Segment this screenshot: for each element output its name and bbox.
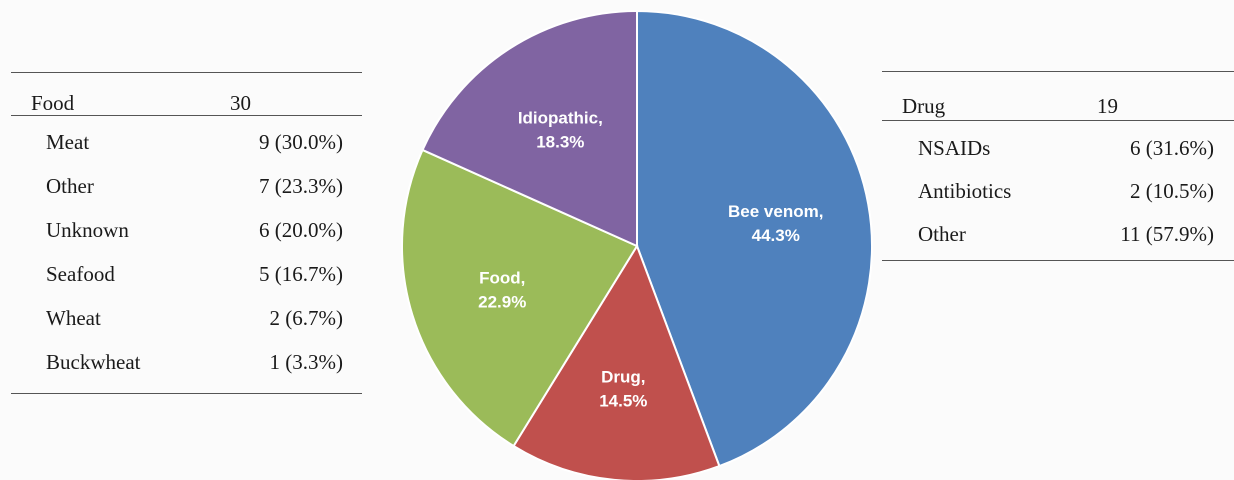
food-row-label: Unknown: [46, 218, 129, 242]
drug-header-label: Drug: [902, 94, 946, 118]
food-row-label: Meat: [46, 130, 90, 154]
table-row: Wheat 2 (6.7%): [11, 297, 362, 341]
table-row: Seafood 5 (16.7%): [11, 253, 362, 297]
food-row-value: 1 (3.3%): [269, 350, 343, 374]
pie-slice-bee-venom: [636, 9, 873, 468]
table-row: Unknown 6 (20.0%): [11, 209, 362, 253]
drug-breakdown-table: Drug 19 NSAIDs 6 (31.6%) Antibiotics 2 (…: [882, 71, 1234, 261]
food-breakdown-table: Food 30 Meat 9 (30.0%) Other 7 (23.3%) U…: [11, 72, 362, 394]
drug-row-label: Other: [918, 222, 966, 246]
table-row: Other 11 (57.9%): [882, 213, 1234, 256]
food-row-label: Wheat: [46, 306, 101, 330]
table-row: Buckwheat 1 (3.3%): [11, 341, 362, 385]
drug-row-value: 2 (10.5%): [1130, 179, 1214, 203]
food-row-value: 2 (6.7%): [269, 306, 343, 330]
food-row-value: 7 (23.3%): [259, 174, 343, 198]
food-row-value: 6 (20.0%): [259, 218, 343, 242]
food-table-rows: Meat 9 (30.0%) Other 7 (23.3%) Unknown 6…: [11, 121, 362, 393]
food-header-label: Food: [31, 91, 75, 115]
food-table-header: Food 30: [11, 73, 362, 116]
drug-table-header: Drug 19: [882, 72, 1234, 121]
drug-table-rows: NSAIDs 6 (31.6%) Antibiotics 2 (10.5%) O…: [882, 127, 1234, 260]
drug-header-value: 19: [1097, 94, 1118, 118]
pie-label-drug: Drug, 14.5%: [599, 367, 647, 410]
food-row-label: Seafood: [46, 262, 115, 286]
pie-slice-idiopathic: [421, 9, 638, 248]
drug-row-value: 11 (57.9%): [1120, 222, 1214, 246]
table-row: Antibiotics 2 (10.5%): [882, 170, 1234, 213]
pie-label-idiopathic: Idiopathic, 18.3%: [518, 109, 603, 152]
pie-slice-food: [401, 148, 639, 448]
food-header-value: 30: [230, 91, 251, 115]
pie-label-food: Food, 22.9%: [478, 268, 526, 311]
table-row: Other 7 (23.3%): [11, 165, 362, 209]
food-row-value: 9 (30.0%): [259, 130, 343, 154]
drug-row-label: Antibiotics: [918, 179, 1012, 203]
table-row: NSAIDs 6 (31.6%): [882, 127, 1234, 170]
drug-row-label: NSAIDs: [918, 136, 991, 160]
food-row-value: 5 (16.7%): [259, 262, 343, 286]
pie-label-bee-venom: Bee venom, 44.3%: [728, 202, 823, 245]
food-row-label: Other: [46, 174, 94, 198]
table-row: Meat 9 (30.0%): [11, 121, 362, 165]
food-row-label: Buckwheat: [46, 350, 141, 374]
drug-row-value: 6 (31.6%): [1130, 136, 1214, 160]
